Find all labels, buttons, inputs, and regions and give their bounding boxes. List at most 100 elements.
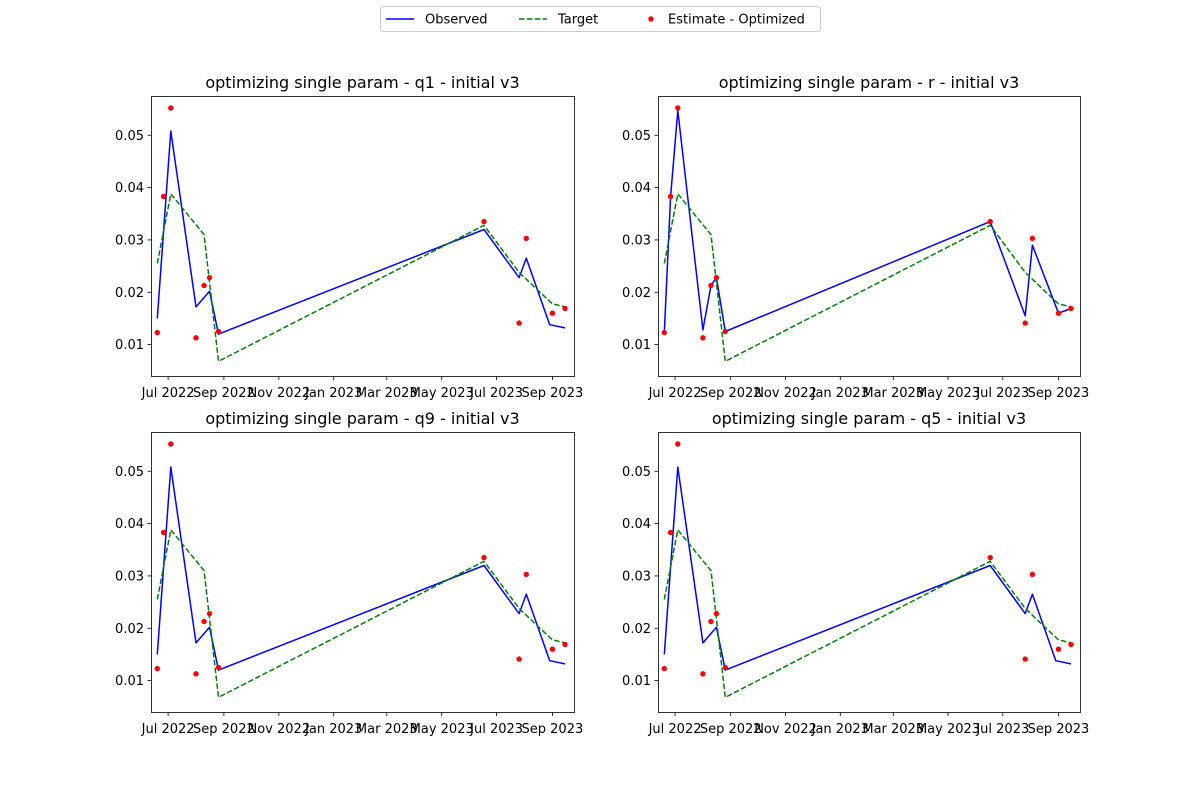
y-tick-label: 0.01	[622, 674, 651, 689]
estimate-point	[722, 328, 728, 335]
x-tick-label: May 2023	[916, 722, 980, 737]
y-tick-label: 0.05	[622, 465, 651, 480]
subplot-q1: optimizing single param - q1 - initial v…	[115, 73, 583, 401]
legend-target-label: Target	[557, 13, 598, 28]
estimate-point	[675, 441, 681, 447]
y-tick-label: 0.04	[115, 517, 144, 532]
legend-frame	[380, 6, 821, 32]
estimate-point	[160, 193, 167, 200]
x-tick-label: Sep 2023	[1028, 722, 1090, 737]
subplot-r: optimizing single param - r - initial v3…	[622, 73, 1089, 401]
y-tick-label: 0.05	[115, 129, 144, 144]
estimate-point	[481, 218, 487, 225]
x-tick-label: Mar 2023	[356, 386, 418, 401]
x-tick-label: Jan 2023	[811, 386, 869, 401]
estimate-point	[1022, 320, 1028, 326]
estimate-point	[481, 554, 487, 561]
estimate-point	[667, 529, 674, 536]
x-tick-label: Jul 2023	[975, 722, 1029, 737]
x-tick-label: Nov 2022	[248, 722, 311, 737]
observed-line	[156, 130, 566, 335]
estimate-point	[708, 618, 714, 625]
x-tick-label: May 2023	[410, 386, 474, 401]
estimate-point	[1068, 641, 1074, 648]
y-tick-label: 0.02	[115, 622, 144, 637]
x-tick-label: Jul 2022	[141, 722, 195, 737]
x-tick-label: Sep 2022	[700, 386, 762, 401]
estimate-point	[193, 335, 199, 341]
y-tick-label: 0.04	[115, 181, 144, 196]
x-tick-label: Sep 2023	[522, 722, 584, 737]
x-tick-label: Jul 2023	[469, 722, 523, 737]
target-line	[156, 193, 566, 363]
subplot-title: optimizing single param - q5 - initial v…	[712, 409, 1026, 428]
estimate-point	[516, 320, 522, 326]
y-tick-label: 0.03	[622, 233, 651, 248]
estimate-point	[215, 328, 222, 335]
estimate-point	[168, 105, 174, 111]
x-tick-label: Sep 2022	[700, 722, 762, 737]
observed-line	[663, 466, 1072, 671]
target-line	[156, 529, 566, 699]
plot-frame	[658, 96, 1081, 377]
y-tick-label: 0.01	[115, 338, 144, 353]
observed-line	[663, 109, 1072, 333]
y-tick-label: 0.02	[115, 286, 144, 301]
estimate-point	[700, 335, 706, 341]
x-tick-label: Mar 2023	[862, 722, 924, 737]
estimate-point	[722, 664, 728, 671]
y-tick-label: 0.05	[622, 129, 651, 144]
plot-frame	[151, 432, 575, 713]
estimate-point	[713, 610, 720, 617]
estimate-point	[713, 274, 720, 281]
estimate-point	[516, 656, 522, 662]
estimate-point	[1055, 310, 1062, 316]
legend-observed-label: Observed	[425, 13, 488, 28]
x-tick-label: May 2023	[410, 722, 474, 737]
estimate-point	[549, 310, 556, 316]
subplot-title: optimizing single param - q1 - initial v…	[205, 73, 519, 92]
plot-frame	[658, 432, 1081, 713]
estimate-point	[160, 529, 167, 536]
x-tick-label: Sep 2023	[522, 386, 584, 401]
estimate-point	[1029, 235, 1036, 242]
plot-frame	[151, 96, 575, 377]
estimate-point	[708, 282, 714, 289]
subplot-q5: optimizing single param - q5 - initial v…	[622, 409, 1089, 737]
x-tick-label: Jan 2023	[304, 722, 362, 737]
y-tick-label: 0.04	[622, 517, 651, 532]
estimate-point	[215, 664, 222, 671]
estimate-point	[1029, 571, 1036, 578]
estimate-point	[523, 235, 529, 242]
x-tick-label: Sep 2022	[193, 386, 255, 401]
x-tick-label: Sep 2023	[1028, 386, 1090, 401]
legend: Observed Target Estimate - Optimized	[380, 6, 821, 32]
estimate-point	[562, 641, 568, 648]
legend-estimate-swatch	[648, 16, 654, 22]
x-tick-label: Jul 2023	[469, 386, 523, 401]
observed-line	[156, 466, 566, 671]
y-tick-label: 0.02	[622, 622, 651, 637]
y-tick-label: 0.01	[115, 674, 144, 689]
x-tick-label: May 2023	[916, 386, 980, 401]
x-tick-label: Jan 2023	[811, 722, 869, 737]
x-tick-label: Jul 2023	[975, 386, 1029, 401]
target-line	[663, 193, 1072, 363]
estimate-point	[562, 305, 568, 312]
y-tick-label: 0.03	[622, 569, 651, 584]
estimate-point	[201, 282, 207, 289]
x-tick-label: Mar 2023	[862, 386, 924, 401]
estimate-point	[1068, 305, 1074, 312]
y-tick-label: 0.02	[622, 286, 651, 301]
x-tick-label: Jan 2023	[304, 386, 362, 401]
estimate-point	[154, 329, 160, 336]
estimate-point	[1022, 656, 1028, 662]
estimate-point	[661, 329, 667, 336]
estimate-point	[661, 665, 667, 672]
estimate-point	[168, 441, 174, 447]
estimate-point	[206, 610, 213, 617]
estimate-point	[523, 571, 529, 578]
y-tick-label: 0.01	[622, 338, 651, 353]
